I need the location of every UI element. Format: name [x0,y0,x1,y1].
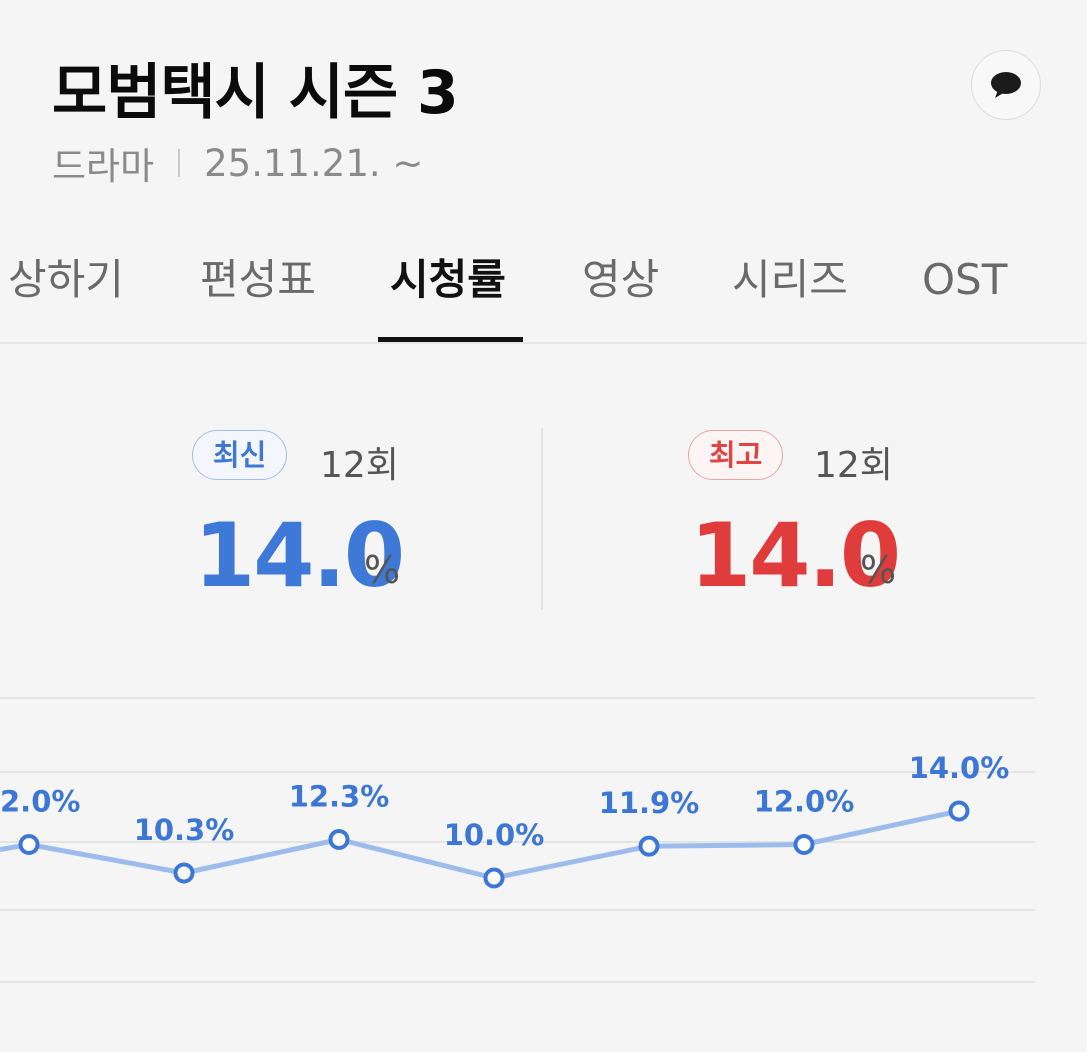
highest-value: 14.0 [690,504,901,607]
data-label: 2.0% [0,785,80,819]
active-tab-indicator [378,337,523,342]
tab-video[interactable]: 영상 [582,255,660,304]
comment-icon [991,72,1021,98]
data-point [483,867,505,889]
program-title: 모범택시 시즌 3 [52,58,459,128]
data-label: 14.0% [909,751,1010,785]
data-label: 12.0% [754,785,855,819]
genre-label: 드라마 [52,145,155,188]
data-point [18,834,40,855]
tab-schedule[interactable]: 편성표 [200,255,316,304]
highest-rating: 최고 12회 14.0 % [686,430,1087,630]
data-point [793,834,815,855]
data-label: 10.3% [134,813,235,847]
ratings-chart: 2.0% 10.3% 12.3% 10.0% 11.9% 12.0% 14.0% [0,680,1087,1052]
program-header: 모범택시 시즌 3 드라마 25.11.21. ~ [0,0,1087,230]
ratings-line-chart: 2.0% 10.3% 12.3% 10.0% 11.9% 12.0% 14.0% [0,697,1035,983]
tab-ratings[interactable]: 시청률 [390,255,506,304]
highest-episode: 12회 [814,445,893,486]
highest-unit: % [860,548,897,592]
tab-bar: 상하기 편성표 시청률 영상 시리즈 OST [0,230,1087,344]
latest-unit: % [364,548,401,592]
data-point [173,862,195,884]
data-label: 11.9% [599,786,700,820]
latest-value: 14.0 [194,504,405,607]
data-point [948,800,970,822]
tab-series[interactable]: 시리즈 [732,255,848,304]
data-label: 10.0% [444,818,545,852]
program-meta: 드라마 25.11.21. ~ [52,136,423,190]
latest-rating: 최신 12회 14.0 % [190,430,610,630]
latest-badge: 최신 [192,430,288,480]
latest-episode: 12회 [320,445,399,486]
air-date: 25.11.21. ~ [204,141,424,185]
comment-button[interactable] [971,50,1041,120]
data-point [328,828,350,850]
series-line [0,808,960,881]
meta-divider [178,149,181,177]
ratings-summary: 최신 12회 14.0 % 최고 12회 14.0 % [0,344,1087,644]
data-point [638,835,660,857]
ratings-divider [541,428,543,610]
tab-ost[interactable]: OST [922,255,1008,304]
highest-badge: 최고 [688,430,784,480]
tab-prev[interactable]: 상하기 [8,255,124,304]
data-label: 12.3% [289,779,390,813]
